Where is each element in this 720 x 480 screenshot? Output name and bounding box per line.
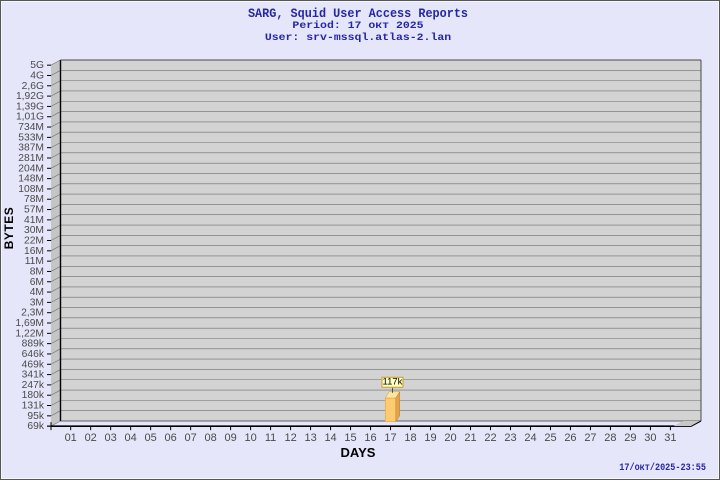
svg-text:20: 20 [444, 432, 456, 444]
svg-text:15: 15 [344, 432, 356, 444]
svg-text:21: 21 [464, 432, 476, 444]
svg-text:31: 31 [664, 432, 676, 444]
svg-text:29: 29 [624, 432, 636, 444]
svg-text:26: 26 [564, 432, 576, 444]
svg-text:07: 07 [185, 432, 197, 444]
svg-text:01: 01 [65, 432, 77, 444]
svg-text:18: 18 [404, 432, 416, 444]
svg-text:11: 11 [265, 432, 276, 444]
svg-text:117k: 117k [383, 376, 403, 387]
svg-text:17: 17 [384, 432, 396, 444]
svg-text:22: 22 [484, 432, 496, 444]
svg-text:27: 27 [584, 432, 596, 444]
svg-text:03: 03 [105, 432, 117, 444]
svg-text:30: 30 [644, 432, 656, 444]
svg-text:13: 13 [304, 432, 316, 444]
svg-text:28: 28 [604, 432, 616, 444]
svg-text:25: 25 [544, 432, 556, 444]
svg-text:19: 19 [424, 432, 436, 444]
svg-text:08: 08 [205, 432, 217, 444]
svg-text:16: 16 [364, 432, 376, 444]
svg-text:12: 12 [284, 432, 296, 444]
svg-text:23: 23 [504, 432, 516, 444]
svg-text:06: 06 [165, 432, 177, 444]
svg-text:69k: 69k [27, 421, 44, 432]
svg-text:24: 24 [524, 432, 536, 444]
svg-text:02: 02 [85, 432, 97, 444]
svg-text:14: 14 [324, 432, 336, 444]
svg-text:04: 04 [125, 432, 137, 444]
svg-text:05: 05 [145, 432, 157, 444]
svg-text:10: 10 [244, 432, 256, 444]
svg-text:09: 09 [224, 432, 236, 444]
